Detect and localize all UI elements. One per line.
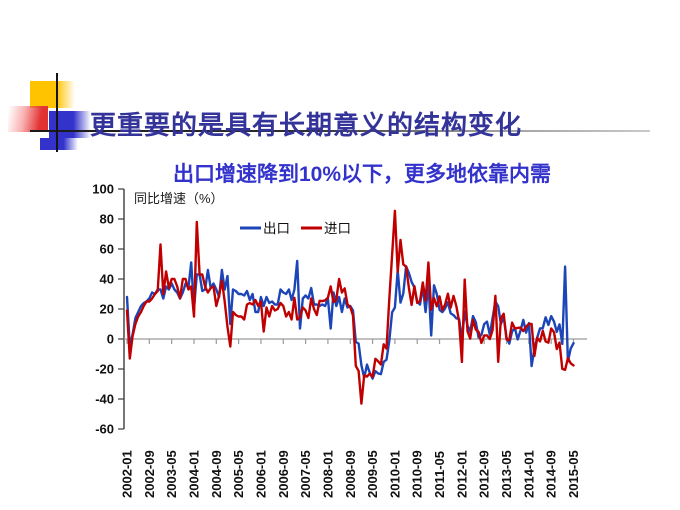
x-axis-tick-label: 2009-05 <box>365 450 380 498</box>
x-axis-tick-label: 2012-01 <box>454 450 469 498</box>
x-axis-tick-label: 2014-01 <box>521 450 536 498</box>
slide-title: 更重要的是具有长期意义的结构变化 <box>90 111 523 141</box>
x-axis-tick-label: 2003-05 <box>164 450 179 498</box>
imports-series-line <box>125 209 575 405</box>
x-axis-tick-label: 2006-09 <box>276 450 291 498</box>
title-underline <box>30 130 650 132</box>
x-axis-tick-label: 2008-01 <box>320 450 335 498</box>
chart-legend: 出口 进口 <box>240 221 351 236</box>
ornament-yellow-square <box>30 81 75 108</box>
x-axis-tick-label: 2014-09 <box>544 450 559 498</box>
x-axis-tick-label: 2008-09 <box>343 450 358 498</box>
y-axis-tick-label: 20 <box>100 302 114 317</box>
y-axis-title: 同比增速（%） <box>134 191 224 206</box>
y-axis-tick-label: 0 <box>107 332 114 347</box>
x-axis-tick-label: 2013-05 <box>499 450 514 498</box>
x-axis-tick-label: 2004-01 <box>186 450 201 498</box>
x-axis-tick-label: 2010-09 <box>410 450 425 498</box>
y-axis-tick-label: 100 <box>92 182 114 197</box>
x-axis-tick-label: 2011-05 <box>432 451 447 498</box>
exports-legend-label: 出口 <box>263 221 290 236</box>
y-axis-tick-label: -20 <box>95 362 114 377</box>
chart-axes: 100 80 60 40 20 0 -20 -40 -60 2002-01 2002-09 2003-… <box>92 182 587 498</box>
x-axis-tick-label: 2015-05 <box>566 450 581 498</box>
slide-subtitle: 出口增速降到10%以下，更多地依靠内需 <box>172 163 552 187</box>
ornament-blue-bar <box>40 138 78 150</box>
x-axis-tick-label: 2007-05 <box>298 450 313 498</box>
ornament-red-square <box>8 106 48 132</box>
y-axis-tick-label: 60 <box>100 242 114 257</box>
ornament-vertical-line <box>56 73 58 152</box>
y-axis-tick-label: -40 <box>95 392 114 407</box>
x-axis-tick-label: 2010-01 <box>387 450 402 498</box>
x-axis-tick-label: 2006-01 <box>253 450 268 498</box>
x-axis-tick-label: 2012-09 <box>477 450 492 498</box>
x-axis-tick-label: 2005-05 <box>231 450 246 498</box>
y-axis-tick-label: 80 <box>100 212 114 227</box>
x-axis-tick-label: 2004-09 <box>209 450 224 498</box>
x-axis-tick-label: 2002-09 <box>142 450 157 498</box>
y-axis-tick-label: -60 <box>95 422 114 437</box>
x-axis-tick-label: 2002-01 <box>120 450 135 498</box>
imports-legend-label: 进口 <box>324 221 351 236</box>
y-axis-tick-label: 40 <box>100 272 114 287</box>
